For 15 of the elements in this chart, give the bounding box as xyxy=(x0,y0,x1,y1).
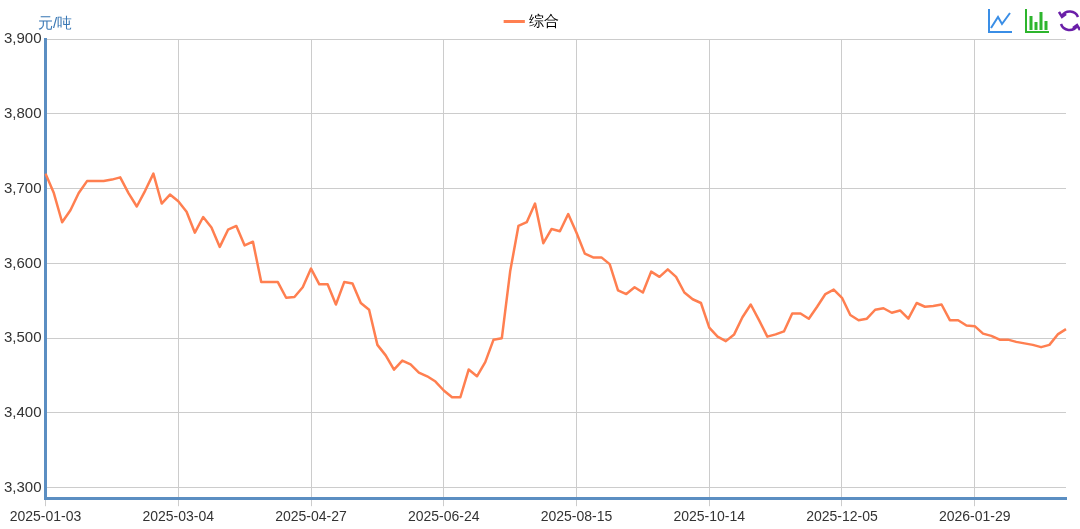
y-tick-label: 3,700 xyxy=(3,178,42,196)
legend-label: 综合 xyxy=(529,11,560,29)
x-tick-label: 2025-12-05 xyxy=(806,508,879,525)
x-tick-label: 2025-03-04 xyxy=(142,508,215,525)
x-tick-label: 2025-01-03 xyxy=(9,508,82,525)
x-tick-label: 2025-10-14 xyxy=(673,508,746,525)
x-tick-label: 2025-04-27 xyxy=(275,508,348,525)
x-tick-label: 2026-01-29 xyxy=(938,508,1011,525)
y-tick-label: 3,300 xyxy=(3,477,42,495)
y-tick-label: 3,400 xyxy=(3,403,42,421)
x-tick-label: 2025-06-24 xyxy=(407,508,480,525)
x-tick-label: 2025-08-15 xyxy=(540,508,613,525)
y-tick-label: 3,500 xyxy=(3,328,42,346)
y-tick-label: 3,800 xyxy=(3,103,42,121)
y-tick-label: 3,600 xyxy=(3,253,42,271)
